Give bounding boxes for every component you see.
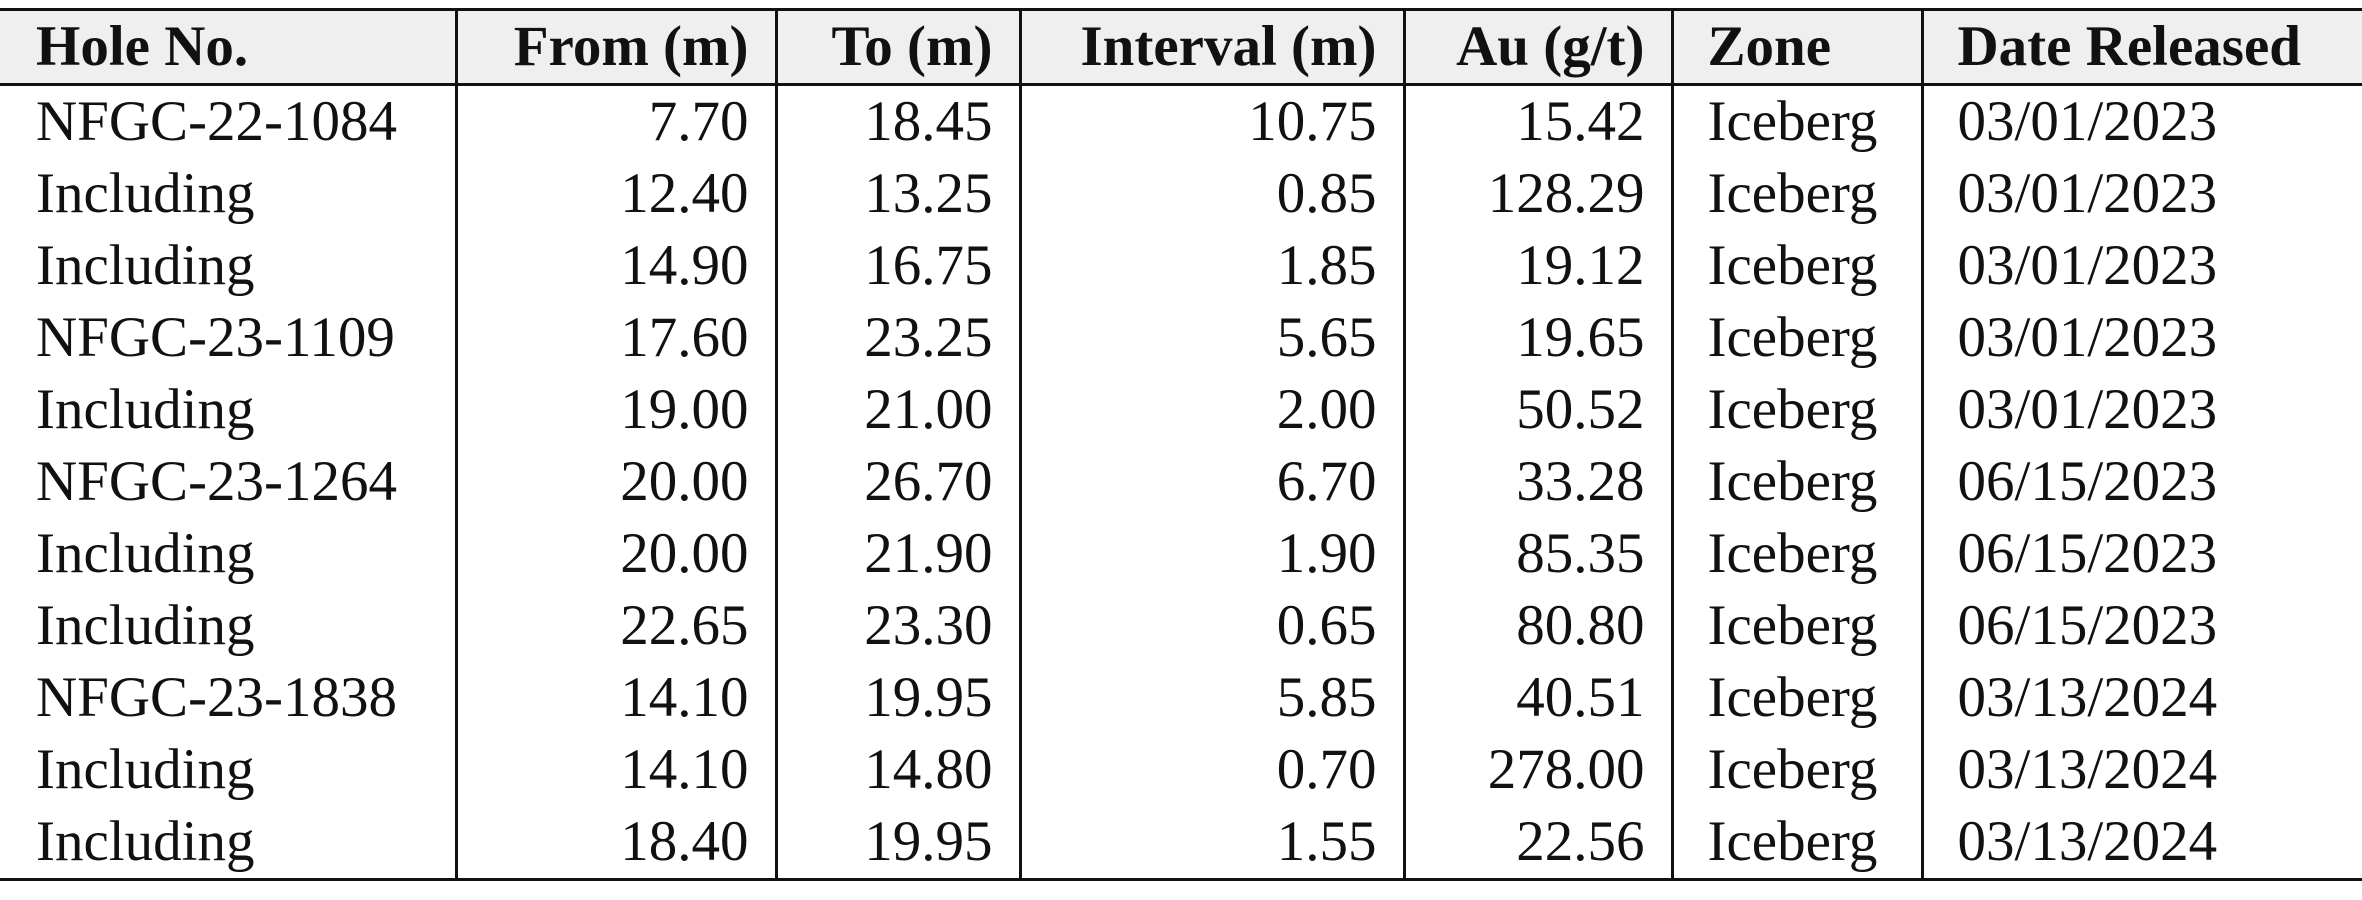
page: Hole No. From (m) To (m) Interval (m) Au (g/… — [0, 8, 2362, 900]
table-cell: Including — [36, 162, 255, 225]
table-cell: 16.75 — [774, 230, 1020, 302]
table-cell: 06/15/2023 — [1920, 446, 2362, 518]
table-cell: 03/13/2024 — [1920, 806, 2362, 881]
table-cell: 40.51 — [1402, 662, 1672, 734]
table-row: NFGC-23-1264 20.00 26.70 6.70 33.28 Iceberg 06… — [0, 446, 2362, 518]
table-cell: Including — [0, 806, 456, 881]
table-cell: 21.90 — [774, 518, 1020, 590]
table-cell: 17.60 — [454, 302, 776, 374]
table-row: Including 20.00 21.90 1.90 85.35 Iceberg 06/15… — [0, 518, 2362, 590]
table-cell: NFGC-22-1084 — [36, 90, 398, 153]
table-cell: 03/01/2023 — [1920, 302, 2362, 374]
table-cell: 20.00 — [454, 446, 776, 518]
table-cell: 19.95 — [774, 806, 1020, 881]
header-cell: Date Released — [1920, 8, 2362, 86]
table-body: NFGC-22-1084 7.70 18.45 10.75 15.42 Iceberg 03… — [0, 84, 2362, 881]
table-cell: Iceberg — [1670, 662, 1922, 734]
table-cell: 14.10 — [454, 734, 776, 806]
table-cell: 0.70 — [1018, 734, 1404, 806]
table-cell: 278.00 — [1402, 734, 1672, 806]
table-row: Including 12.40 13.25 0.85 128.29 Iceberg 03/0… — [0, 158, 2362, 230]
header-cell: Interval (m) — [1018, 8, 1404, 86]
table-cell: 23.30 — [774, 590, 1020, 662]
table-cell: 14.80 — [774, 734, 1020, 806]
table-cell: 13.25 — [774, 158, 1020, 230]
table-cell: 19.95 — [774, 662, 1020, 734]
table-cell: 23.25 — [774, 302, 1020, 374]
table-cell: NFGC-23-1264 — [36, 450, 398, 513]
table-cell: 03/13/2024 — [1920, 734, 2362, 806]
table-cell: 85.35 — [1402, 518, 1672, 590]
table-cell: 7.70 — [454, 84, 776, 158]
table-cell: Including — [36, 594, 255, 657]
table-cell: 14.10 — [454, 662, 776, 734]
table-cell: 6.70 — [1018, 446, 1404, 518]
table-cell: NFGC-23-1109 — [36, 306, 395, 369]
table-cell: NFGC-23-1838 — [36, 666, 398, 729]
table-row: NFGC-23-1109 17.60 23.25 5.65 19.65 Iceberg 03… — [0, 302, 2362, 374]
table-cell: Iceberg — [1670, 734, 1922, 806]
table-row: Including 14.90 16.75 1.85 19.12 Iceberg 03/01… — [0, 230, 2362, 302]
table-cell: Iceberg — [1670, 302, 1922, 374]
table-cell: 22.56 — [1402, 806, 1672, 881]
table-cell: 03/01/2023 — [1920, 230, 2362, 302]
table-cell: Iceberg — [1670, 590, 1922, 662]
table-cell: 0.85 — [1018, 158, 1404, 230]
table-cell: 03/13/2024 — [1920, 662, 2362, 734]
table-cell: 1.90 — [1018, 518, 1404, 590]
table-cell: 50.52 — [1402, 374, 1672, 446]
table-cell: Iceberg — [1670, 374, 1922, 446]
table-cell: Iceberg — [1670, 158, 1922, 230]
table-cell: 1.55 — [1018, 806, 1404, 881]
table-cell: 0.65 — [1018, 590, 1404, 662]
table-cell: Iceberg — [1670, 84, 1922, 158]
table-cell: 26.70 — [774, 446, 1020, 518]
table-cell: 18.40 — [454, 806, 776, 881]
table-cell: 06/15/2023 — [1920, 518, 2362, 590]
table-cell: Including — [36, 738, 255, 801]
table-row: NFGC-22-1084 7.70 18.45 10.75 15.42 Iceberg 03… — [0, 84, 2362, 158]
table-cell: 19.65 — [1402, 302, 1672, 374]
table-cell: Including — [36, 522, 255, 585]
table-cell: 22.65 — [454, 590, 776, 662]
table-cell: 128.29 — [1402, 158, 1672, 230]
header-cell: To (m) — [774, 8, 1020, 86]
table-cell: 5.85 — [1018, 662, 1404, 734]
header-cell: Zone — [1670, 8, 1922, 86]
table-cell: 19.00 — [454, 374, 776, 446]
header-row: Hole No. From (m) To (m) Interval (m) Au (g/… — [0, 8, 2362, 86]
table-cell: 03/01/2023 — [1920, 158, 2362, 230]
table-row: NFGC-23-1838 14.10 19.95 5.85 40.51 Iceberg 03… — [0, 662, 2362, 734]
table-cell: 2.00 — [1018, 374, 1404, 446]
table-cell: 80.80 — [1402, 590, 1672, 662]
table-cell: 03/01/2023 — [1920, 84, 2362, 158]
table-cell: 33.28 — [1402, 446, 1672, 518]
table-cell: 19.12 — [1402, 230, 1672, 302]
table-cell: 18.45 — [774, 84, 1020, 158]
table-cell: 20.00 — [454, 518, 776, 590]
header-cell: Hole No. — [0, 8, 456, 86]
table-cell: 14.90 — [454, 230, 776, 302]
header-cell: Au (g/t) — [1402, 8, 1672, 86]
table-cell: 12.40 — [454, 158, 776, 230]
header-cell: From (m) — [454, 8, 776, 86]
table-cell: Iceberg — [1670, 446, 1922, 518]
table-row: Including 22.65 23.30 0.65 80.80 Iceberg 06/15… — [0, 590, 2362, 662]
table-cell: 03/01/2023 — [1920, 374, 2362, 446]
table-cell: Including — [36, 378, 255, 441]
table-cell: 06/15/2023 — [1920, 590, 2362, 662]
table-cell: Iceberg — [1670, 518, 1922, 590]
table-cell: 15.42 — [1402, 84, 1672, 158]
table-cell: 21.00 — [774, 374, 1020, 446]
table-row: Including 18.40 19.95 1.55 22.56 Iceberg 03/13… — [0, 806, 2362, 881]
table-cell: 10.75 — [1018, 84, 1404, 158]
table-cell: Including — [36, 234, 255, 297]
table-row: Including 14.10 14.80 0.70 278.00 Iceberg 03/1… — [0, 734, 2362, 806]
drill-results-table: Hole No. From (m) To (m) Interval (m) Au (g/… — [0, 8, 2362, 881]
table-cell: 1.85 — [1018, 230, 1404, 302]
table-cell: 5.65 — [1018, 302, 1404, 374]
table-cell: Iceberg — [1670, 806, 1922, 881]
table-cell: Iceberg — [1670, 230, 1922, 302]
table-row: Including 19.00 21.00 2.00 50.52 Iceberg 03/01… — [0, 374, 2362, 446]
